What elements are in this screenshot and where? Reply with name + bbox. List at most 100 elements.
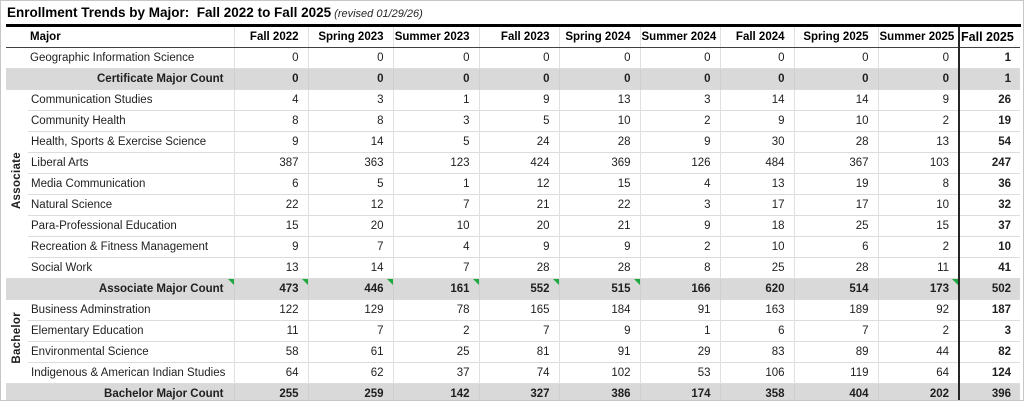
cell-value[interactable]: 358	[719, 383, 795, 400]
cell-value[interactable]: 0	[793, 47, 879, 68]
cell-value[interactable]: 9	[233, 236, 309, 257]
cell-value[interactable]: 8	[233, 110, 309, 131]
cell-value[interactable]: 1	[392, 89, 480, 110]
column-header[interactable]: Spring 2023	[307, 27, 394, 48]
cell-value[interactable]: 0	[877, 47, 960, 68]
cell-value[interactable]: 28	[558, 257, 641, 278]
cell-value[interactable]: 21	[478, 194, 560, 215]
cell-value[interactable]: 28	[478, 257, 560, 278]
cell-value[interactable]: 10	[793, 110, 879, 131]
cell-value[interactable]: 0	[392, 68, 480, 89]
cell-value[interactable]: 7	[307, 320, 394, 341]
cell-value[interactable]: 0	[639, 47, 721, 68]
cell-value[interactable]: 0	[558, 47, 641, 68]
cell-value[interactable]: 44	[877, 341, 960, 362]
cell-value[interactable]: 0	[877, 68, 960, 89]
column-header-major[interactable]: Major	[6, 27, 235, 48]
cell-value[interactable]: 21	[558, 215, 641, 236]
cell-value[interactable]: 25	[793, 215, 879, 236]
cell-value[interactable]: 14	[307, 257, 394, 278]
column-header[interactable]: Fall 2024	[719, 27, 795, 48]
cell-value[interactable]: 91	[639, 299, 721, 320]
row-label[interactable]: Community Health	[31, 114, 126, 127]
cell-value[interactable]: 3	[639, 194, 721, 215]
cell-value[interactable]: 3	[639, 89, 721, 110]
cell-value[interactable]: 184	[558, 299, 641, 320]
cell-value[interactable]: 92	[877, 299, 960, 320]
cell-value[interactable]: 53	[639, 362, 721, 383]
cell-value[interactable]: 174	[639, 383, 721, 400]
cell-value[interactable]: 32	[958, 194, 1021, 215]
cell-value[interactable]: 74	[478, 362, 560, 383]
cell-value[interactable]: 10	[877, 194, 960, 215]
cell-value[interactable]: 83	[719, 341, 795, 362]
cell-value[interactable]: 0	[233, 47, 309, 68]
cell-value[interactable]: 404	[793, 383, 879, 400]
cell-value[interactable]: 515	[558, 278, 641, 299]
cell-value[interactable]: 14	[793, 89, 879, 110]
cell-value[interactable]: 1	[392, 173, 480, 194]
cell-value[interactable]: 17	[719, 194, 795, 215]
cell-value[interactable]: 161	[392, 278, 480, 299]
cell-value[interactable]: 124	[958, 362, 1021, 383]
cell-value[interactable]: 37	[392, 362, 480, 383]
cell-value[interactable]: 7	[478, 320, 560, 341]
cell-value[interactable]: 173	[877, 278, 960, 299]
row-label[interactable]: Recreation & Fitness Management	[31, 240, 209, 253]
cell-value[interactable]: 0	[307, 47, 394, 68]
cell-value[interactable]: 24	[478, 131, 560, 152]
row-label[interactable]: Communication Studies	[31, 93, 153, 106]
cell-value[interactable]: 8	[877, 173, 960, 194]
column-header[interactable]: Summer 2025	[877, 27, 960, 48]
cell-value[interactable]: 4	[639, 173, 721, 194]
cell-value[interactable]: 386	[558, 383, 641, 400]
cell-value[interactable]: 22	[233, 194, 309, 215]
cell-value[interactable]: 14	[719, 89, 795, 110]
cell-value[interactable]: 187	[958, 299, 1021, 320]
cell-value[interactable]: 9	[478, 89, 560, 110]
cell-value[interactable]: 3	[392, 110, 480, 131]
cell-value[interactable]: 9	[558, 320, 641, 341]
cell-value[interactable]: 166	[639, 278, 721, 299]
cell-value[interactable]: 9	[719, 110, 795, 131]
cell-value[interactable]: 424	[478, 152, 560, 173]
cell-value[interactable]: 64	[877, 362, 960, 383]
group-label-associate[interactable]: Associate	[6, 89, 28, 278]
cell-value[interactable]: 13	[233, 257, 309, 278]
cell-value[interactable]: 446	[307, 278, 394, 299]
cell-value[interactable]: 4	[392, 236, 480, 257]
cell-value[interactable]: 5	[307, 173, 394, 194]
cell-value[interactable]: 2	[639, 110, 721, 131]
cell-value[interactable]: 8	[307, 110, 394, 131]
cell-value[interactable]: 2	[639, 236, 721, 257]
cell-value[interactable]: 0	[639, 68, 721, 89]
cell-value[interactable]: 5	[392, 131, 480, 152]
cell-value[interactable]: 620	[719, 278, 795, 299]
cell-value[interactable]: 28	[793, 131, 879, 152]
row-label[interactable]: Media Communication	[31, 177, 146, 190]
cell-value[interactable]: 0	[793, 68, 879, 89]
cell-value[interactable]: 165	[478, 299, 560, 320]
row-label[interactable]: Environmental Science	[31, 345, 149, 358]
column-header[interactable]: Summer 2024	[639, 27, 721, 48]
cell-value[interactable]: 13	[877, 131, 960, 152]
cell-value[interactable]: 11	[877, 257, 960, 278]
cell-value[interactable]: 22	[558, 194, 641, 215]
cell-value[interactable]: 1	[958, 47, 1021, 68]
cell-value[interactable]: 0	[719, 47, 795, 68]
cell-value[interactable]: 102	[558, 362, 641, 383]
cell-value[interactable]: 19	[793, 173, 879, 194]
cell-value[interactable]: 10	[719, 236, 795, 257]
row-label[interactable]: Elementary Education	[31, 324, 144, 337]
cell-value[interactable]: 10	[392, 215, 480, 236]
cell-value[interactable]: 247	[958, 152, 1021, 173]
cell-value[interactable]: 14	[307, 131, 394, 152]
cell-value[interactable]: 484	[719, 152, 795, 173]
column-header[interactable]: Summer 2023	[392, 27, 480, 48]
cell-value[interactable]: 19	[958, 110, 1021, 131]
cell-value[interactable]: 15	[233, 215, 309, 236]
cell-value[interactable]: 0	[478, 47, 560, 68]
cell-value[interactable]: 9	[558, 236, 641, 257]
row-label[interactable]: Health, Sports & Exercise Science	[31, 135, 207, 148]
column-header[interactable]: Fall 2025	[958, 27, 1021, 48]
